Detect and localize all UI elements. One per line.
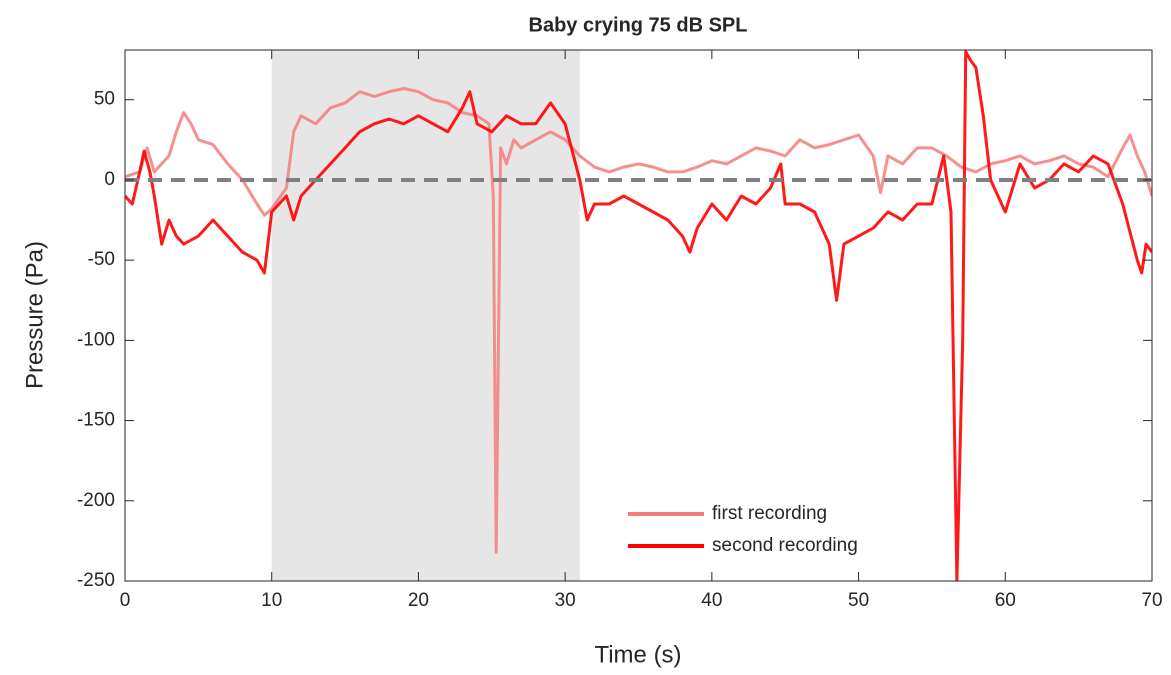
- y-tick-label: -100: [77, 329, 115, 350]
- chart-title: Baby crying 75 dB SPL: [529, 14, 748, 36]
- x-tick-label: 50: [848, 590, 869, 611]
- x-tick-label: 70: [1141, 590, 1162, 611]
- x-tick-label: 60: [995, 590, 1016, 611]
- legend-label: first recording: [712, 503, 827, 524]
- legend-label: second recording: [712, 535, 858, 556]
- line-series: [125, 87, 1152, 554]
- y-tick-label: -50: [88, 249, 115, 270]
- x-tick-label: 20: [408, 590, 429, 611]
- y-axis-label: Pressure (Pa): [21, 241, 48, 389]
- x-tick-label: 40: [701, 590, 722, 611]
- y-tick-label: -250: [77, 570, 115, 591]
- line-series: [125, 50, 1152, 581]
- shaded-region: [271, 50, 580, 581]
- y-tick-label: 50: [94, 89, 115, 110]
- x-axis-label: Time (s): [594, 641, 681, 668]
- x-tick-label: 0: [120, 590, 131, 611]
- x-tick-label: 10: [261, 590, 282, 611]
- plot-frame: [124, 49, 1153, 582]
- y-tick-label: -200: [77, 490, 115, 511]
- x-tick-label: 30: [555, 590, 576, 611]
- y-tick-label: -150: [77, 410, 115, 431]
- y-tick-label: 0: [104, 169, 115, 190]
